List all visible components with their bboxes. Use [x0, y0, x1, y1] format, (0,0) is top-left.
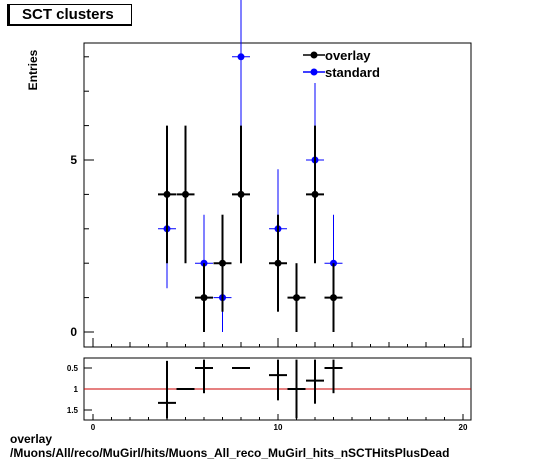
legend-standard-marker — [310, 68, 318, 76]
ratio-x-tick-label: 20 — [459, 423, 468, 432]
overlay-data-point — [274, 259, 282, 267]
overlay-data-point — [200, 294, 208, 302]
y-axis-label: Entries — [26, 49, 40, 90]
overlay-data-point — [311, 190, 319, 198]
overlay-data-point — [293, 294, 300, 302]
chart-title-box: SCT clusters — [7, 4, 132, 26]
ratio-y-tick-label: 1.5 — [67, 406, 79, 415]
ratio-y-tick-label: 1 — [74, 385, 79, 394]
legend-overlay-marker — [310, 51, 318, 59]
ratio-y-tick-label: 0.5 — [67, 364, 79, 373]
legend-standard-label: standard — [325, 65, 380, 80]
footer-label-overlay: overlay — [10, 432, 53, 446]
legend-overlay-label: overlay — [325, 48, 371, 63]
standard-data-point — [237, 53, 245, 61]
ratio-x-tick-label: 10 — [274, 423, 283, 432]
overlay-data-point — [330, 294, 337, 302]
overlay-data-point — [163, 190, 171, 198]
overlay-data-point — [237, 190, 245, 198]
overlay-data-point — [182, 190, 189, 198]
chart-title: SCT clusters — [22, 6, 114, 23]
main-y-tick-label: 0 — [70, 325, 77, 339]
main-y-tick-label: 5 — [70, 153, 77, 167]
ratio-x-tick-label: 0 — [91, 423, 96, 432]
overlay-data-point — [219, 259, 226, 267]
footer-histogram-path: /Muons/All/reco/MuGirl/hits/Muons_All_re… — [10, 446, 450, 460]
